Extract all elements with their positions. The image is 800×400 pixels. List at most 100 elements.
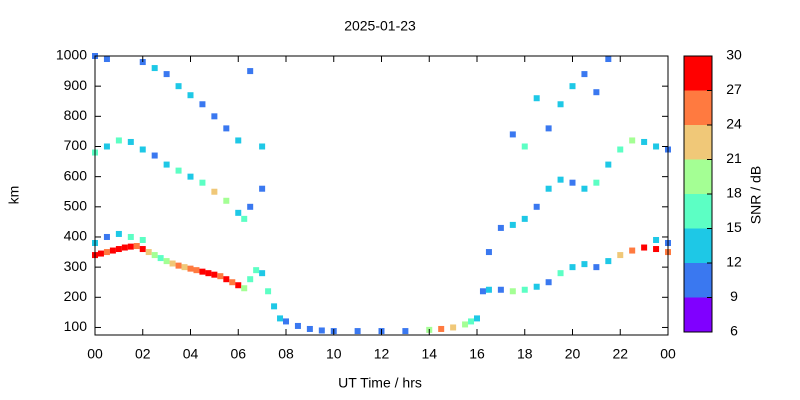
x-tick-label: 08 [278,346,294,362]
snr-cell [175,262,182,269]
x-tick-label: 22 [612,346,628,362]
snr-cell [235,209,242,216]
snr-cell [462,321,469,328]
snr-cell [247,203,254,210]
snr-cell [211,113,218,120]
colorbar-band [684,228,712,263]
x-tick-label: 20 [565,346,581,362]
snr-cell [509,221,516,228]
snr-cell [241,285,248,292]
snr-cell [271,303,278,310]
snr-cell [545,185,552,192]
snr-cell [127,243,134,250]
snr-cell [97,250,104,257]
snr-cell [151,152,158,159]
snr-cell [593,89,600,96]
snr-cell [641,244,648,251]
snr-cell [605,56,612,63]
snr-cell [533,203,540,210]
snr-cell [605,258,612,265]
x-tick-label: 16 [469,346,485,362]
snr-cell [247,68,254,75]
snr-cell [109,247,116,254]
y-tick-label: 200 [64,288,88,304]
snr-cell [593,264,600,271]
snr-cell [474,315,480,322]
y-tick-label: 600 [64,167,88,183]
snr-cell [629,137,636,144]
snr-cell [581,261,588,268]
snr-cell [217,273,224,280]
snr-cell [497,224,504,231]
snr-cell [157,255,164,262]
snr-cell [485,286,492,293]
snr-cell [139,59,146,66]
x-tick-label: 04 [183,346,199,362]
snr-cell [199,268,206,275]
snr-cell [581,185,588,192]
y-tick-label: 700 [64,137,88,153]
snr-cell [139,236,146,243]
snr-cell [605,161,612,168]
snr-cell [187,92,194,99]
colorbar-band [684,194,712,229]
snr-cell [485,249,492,256]
snr-cell [187,265,194,272]
snr-cell [229,279,236,286]
snr-cell [521,286,528,293]
snr-cell [653,143,660,150]
x-tick-label: 00 [87,346,103,362]
snr-cell [617,146,624,153]
y-tick-label: 500 [64,198,88,214]
snr-cell [235,282,242,289]
snr-cell [294,322,301,329]
snr-cell [127,233,134,240]
snr-cell [521,215,528,222]
snr-cell [187,173,194,180]
snr-cell [265,288,272,295]
snr-cell [223,276,230,283]
colorbar-band [684,125,712,160]
snr-cell [181,264,188,271]
chart-title: 2025-01-23 [344,18,416,34]
snr-cell [253,267,260,274]
colorbar-tick-label: 9 [730,288,738,304]
snr-cell [617,252,624,259]
colorbar-band [684,159,712,194]
snr-cell [163,161,170,168]
snr-cell [641,138,648,145]
snr-cell [479,288,486,295]
colorbar-label: SNR / dB [748,166,764,224]
colorbar-band [684,297,712,332]
snr-cell [438,325,445,332]
colorbar-tick-label: 21 [726,150,742,166]
snr-cell [103,56,110,63]
snr-cell [593,179,600,186]
snr-cell [145,249,152,256]
colorbar-tick-label: 15 [726,219,742,235]
y-tick-label: 1000 [56,47,87,63]
y-tick-label: 800 [64,107,88,123]
snr-cell [103,249,110,256]
snr-cell [199,101,206,108]
snr-cell [277,315,284,322]
snr-cell [151,252,158,259]
snr-cell [193,267,200,274]
colorbar-tick-label: 6 [730,323,738,339]
snr-cell [199,179,206,186]
snr-cell [497,286,504,293]
snr-cell [653,236,660,243]
snr-cell [509,288,516,295]
snr-cell [629,247,636,254]
snr-cell [151,65,158,72]
snr-cell [139,246,146,253]
snr-cell [259,270,266,277]
x-tick-label: 02 [135,346,151,362]
snr-cell [127,138,134,145]
snr-cell [533,95,540,102]
snr-cell [205,270,212,277]
snr-cell [450,324,457,331]
snr-cell [211,271,218,278]
snr-cell [235,137,242,144]
